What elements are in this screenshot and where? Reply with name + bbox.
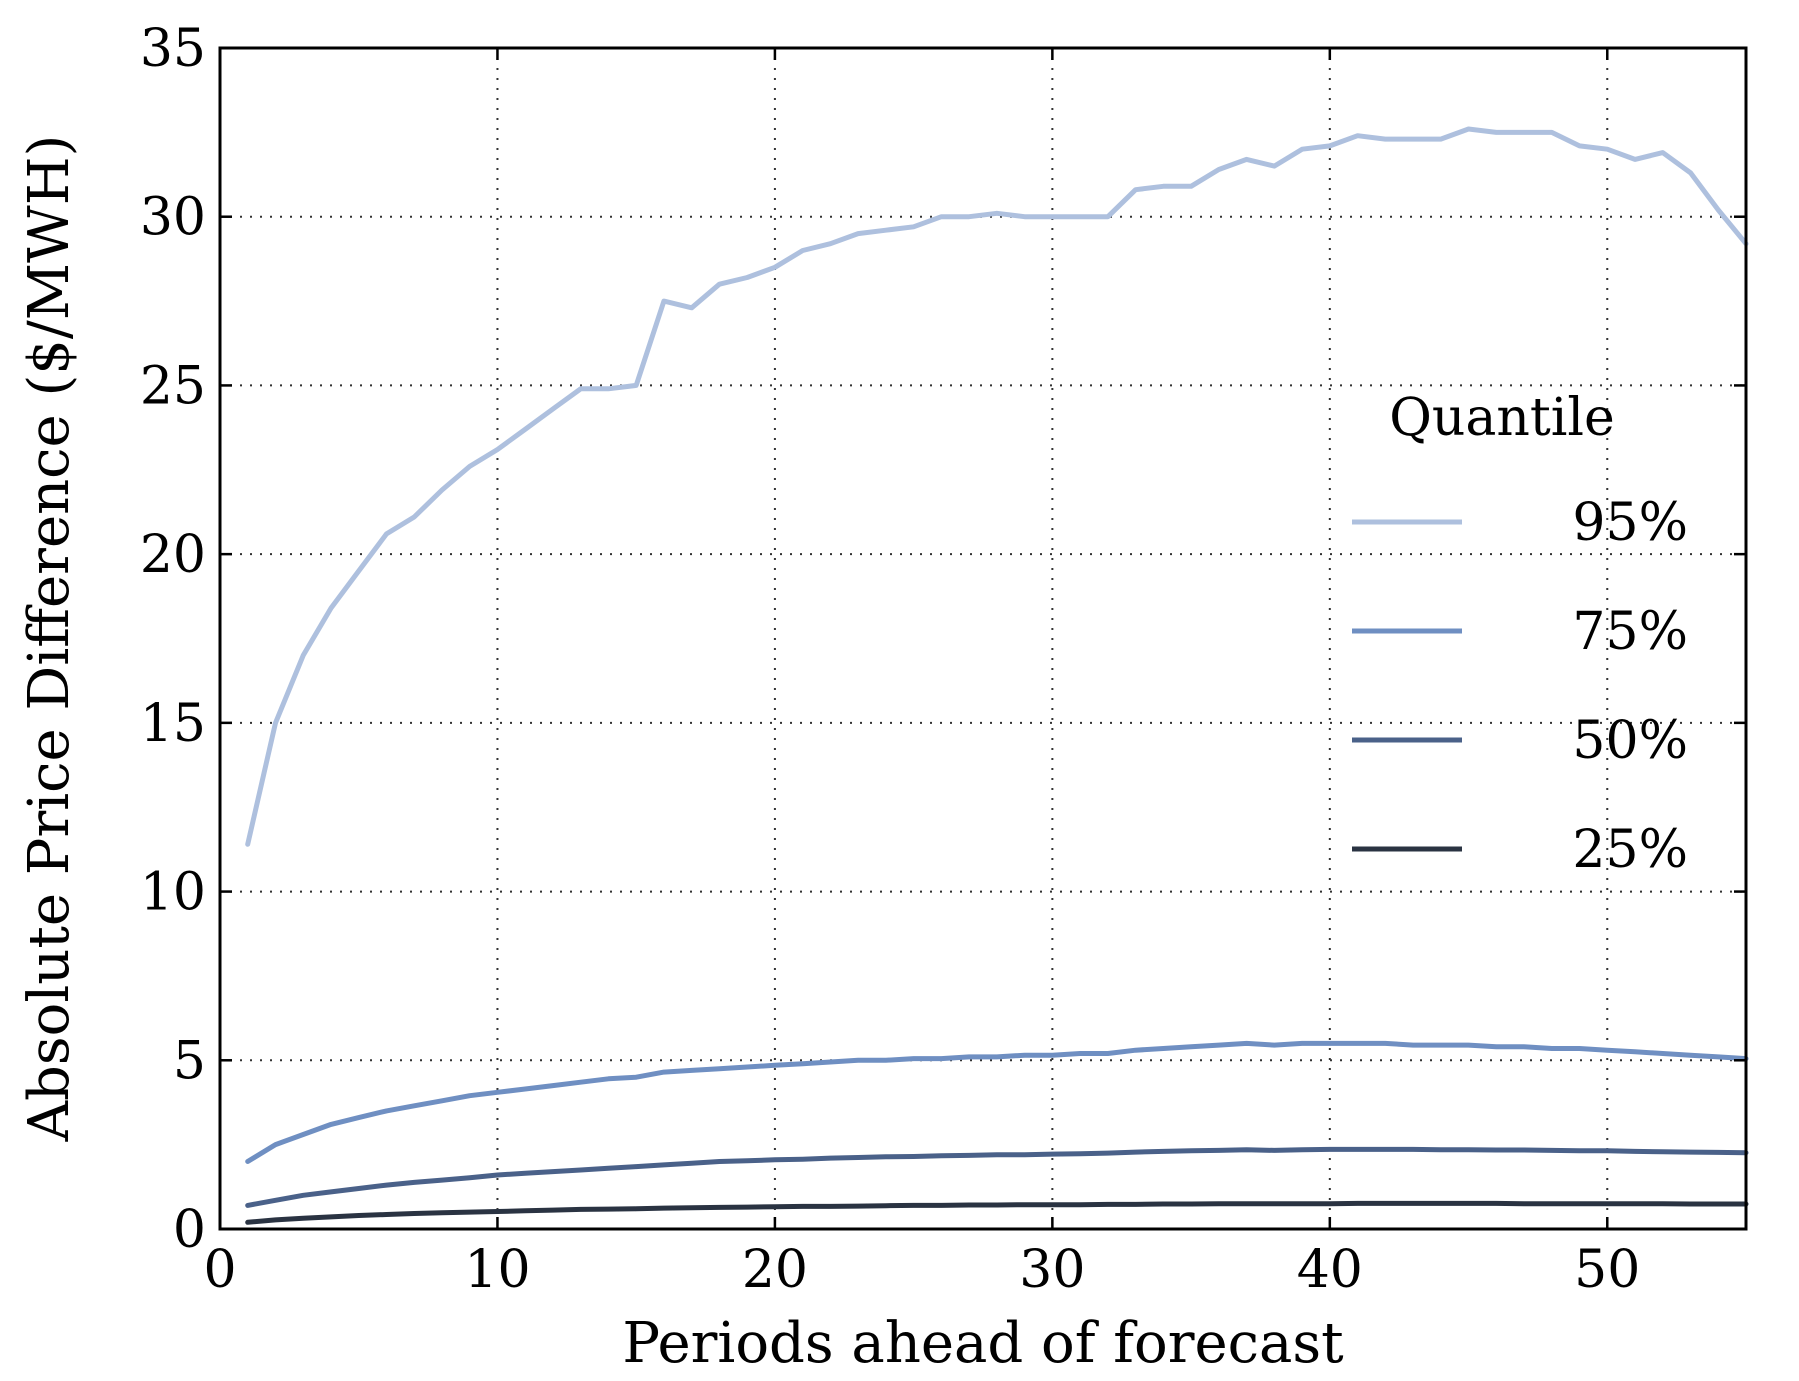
- x-tick-label: 40: [1297, 1240, 1363, 1300]
- x-tick-label: 0: [203, 1240, 236, 1300]
- plot-frame: [218, 46, 1748, 1231]
- x-tick-label: 10: [464, 1240, 530, 1300]
- y-tick-label: 10: [140, 863, 206, 923]
- x-tick-label: 20: [742, 1240, 808, 1300]
- x-tick-label: 30: [1019, 1240, 1085, 1300]
- legend-label-95pct: 95%: [1572, 493, 1688, 553]
- y-tick-label: 20: [140, 525, 206, 585]
- series-line-50pct: [245, 1146, 1749, 1208]
- y-tick-label: 25: [140, 356, 206, 416]
- x-axis-label: Periods ahead of forecast: [622, 1311, 1344, 1376]
- legend-label-25pct: 25%: [1572, 820, 1688, 880]
- grid: [220, 48, 1746, 1229]
- y-tick-label: 0: [173, 1200, 206, 1260]
- series-lines: [245, 126, 1749, 1225]
- series-line-95pct: [245, 126, 1749, 847]
- legend-label-50pct: 50%: [1572, 711, 1688, 771]
- y-tick-label: 35: [140, 19, 206, 79]
- y-tick-label: 5: [173, 1031, 206, 1091]
- axis-ticks: 0 10 20 30 40 50 0 5 10 15 20 25 30 35: [140, 19, 1746, 1300]
- y-tick-label: 30: [140, 188, 206, 248]
- y-tick-label: 15: [140, 694, 206, 754]
- series-line-25pct: [245, 1200, 1749, 1225]
- legend-label-75pct: 75%: [1572, 602, 1688, 662]
- x-tick-label: 50: [1574, 1240, 1640, 1300]
- legend-title: Quantile: [1389, 388, 1615, 448]
- y-axis-label: Absolute Price Difference ($/MWH): [17, 135, 82, 1143]
- series-line-75pct: [245, 1040, 1749, 1164]
- legend: Quantile 95% 75% 50% 25%: [1352, 388, 1688, 880]
